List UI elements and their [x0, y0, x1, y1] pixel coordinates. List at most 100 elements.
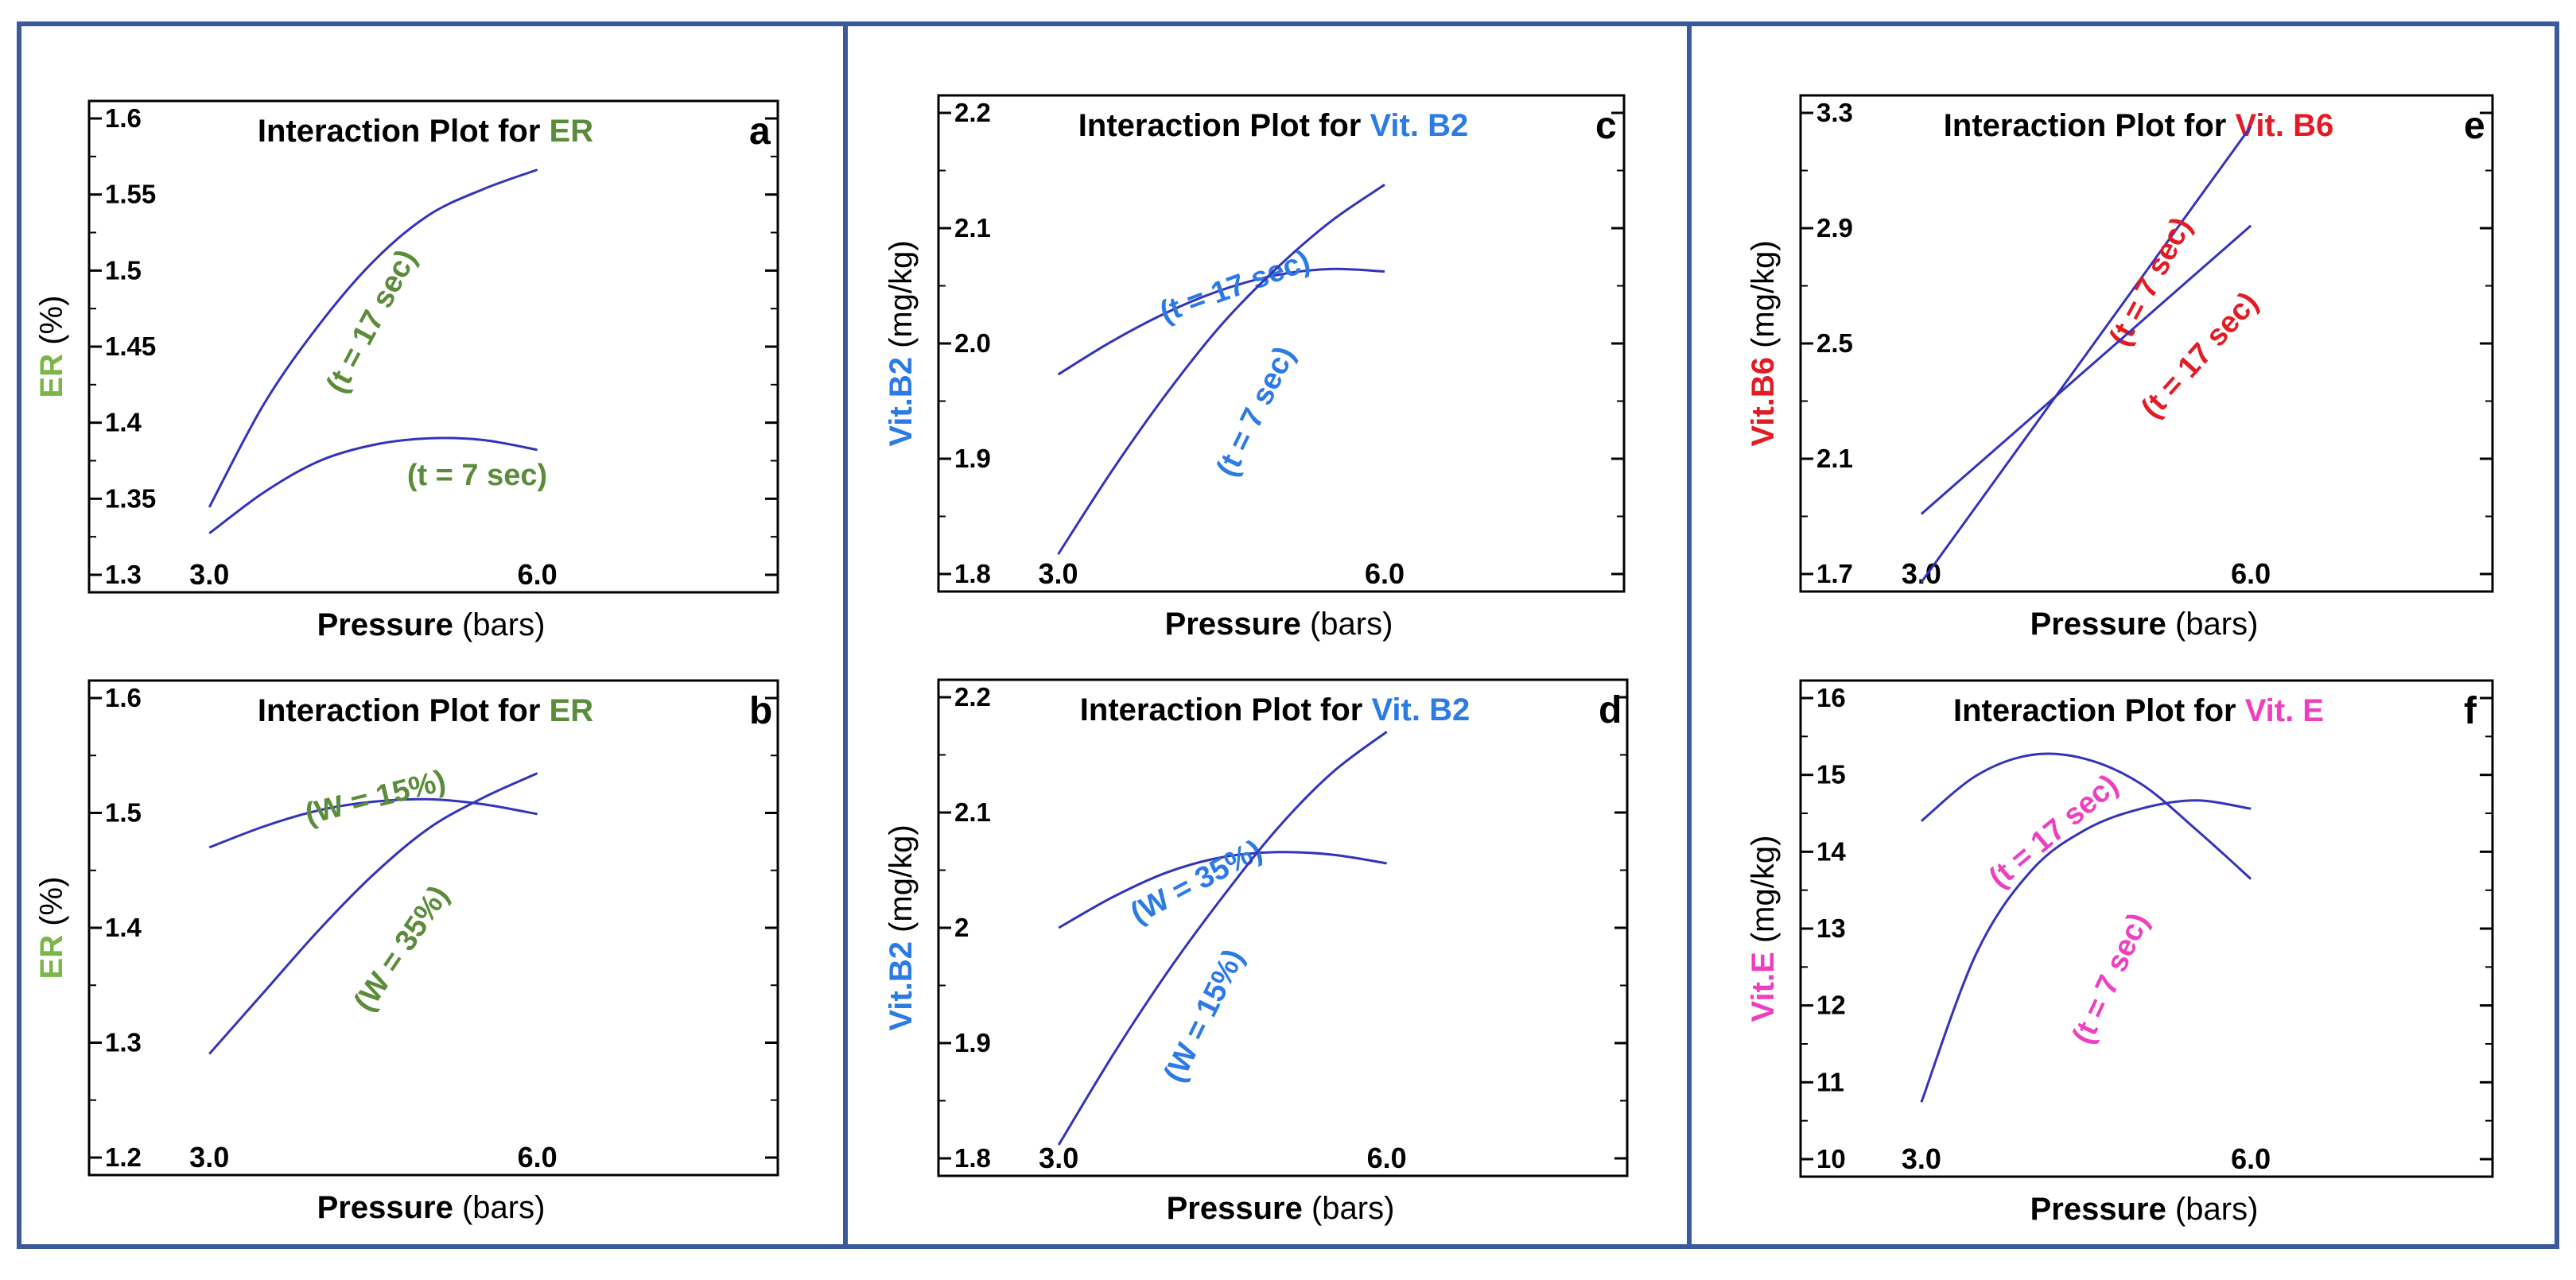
- x-axis-label-unit: (bars): [2166, 1192, 2259, 1227]
- y-axis-label: Vit.E (mg/kg): [1746, 836, 1781, 1022]
- panel-c: 2.2 2.1 2.0 1.9 1.8 3.0 6.0 Interaction Plot fo…: [884, 94, 1626, 642]
- y-tick-label: 2.9: [1816, 213, 1853, 242]
- x-axis-label-main: Pressure: [317, 607, 453, 642]
- series-line-e-0: [1920, 126, 2252, 584]
- y-tick-label: 1.8: [954, 1143, 991, 1173]
- panel-title: Interaction Plot for ER: [258, 114, 593, 149]
- panel-title-prefix: Interaction Plot for: [258, 693, 550, 728]
- x-axis-label: Pressure (bars): [317, 607, 546, 642]
- series-line-b-0: [208, 797, 538, 849]
- x-axis-label-unit: (bars): [453, 1190, 546, 1225]
- panel-a: 1.6 1.55 1.5 1.45 1.4 1.35 1.3 3.0 6.0 Interactio…: [34, 99, 779, 642]
- y-axis-label-main: ER: [34, 354, 69, 398]
- panel-title-prefix: Interaction Plot for: [1953, 693, 2245, 728]
- series-label: (W = 35%): [348, 880, 456, 1018]
- y-axis-label-unit: (mg/kg): [1746, 240, 1781, 357]
- series-line-d-1: [1057, 731, 1388, 1146]
- x-tick-label: 3.0: [189, 558, 229, 591]
- x-tick-label: 3.0: [1038, 557, 1078, 590]
- panel-letter: d: [1599, 689, 1622, 731]
- y-axis-label-main: ER: [34, 935, 69, 979]
- panel-b: 1.6 1.5 1.4 1.3 1.2 3.0 6.0 Interaction Plot fo…: [34, 679, 779, 1225]
- x-tick-label: 6.0: [1367, 1142, 1407, 1174]
- y-tick-label: 11: [1816, 1067, 1844, 1096]
- y-axis-label-unit: (mg/kg): [884, 824, 919, 941]
- x-tick-label: 6.0: [518, 1141, 558, 1173]
- panel-d: 2.2 2.1 2 1.9 1.8 3.0 6.0 Interaction Plot for …: [884, 678, 1629, 1226]
- x-tick-label: 3.0: [1039, 1142, 1078, 1174]
- x-axis-label-main: Pressure: [1165, 607, 1301, 642]
- y-tick-label: 2.2: [954, 98, 991, 127]
- y-axis-label-main: Vit.E: [1746, 952, 1781, 1022]
- y-tick-label: 1.4: [105, 913, 142, 942]
- panel-title-highlight: Vit. B2: [1371, 692, 1470, 727]
- x-axis-label: Pressure (bars): [1165, 607, 1393, 642]
- series-label: (t = 7 sec): [1210, 341, 1302, 482]
- y-tick-label: 3.3: [1816, 98, 1853, 127]
- x-tick-label: 6.0: [2231, 1142, 2271, 1175]
- y-tick-label: 2.5: [1816, 328, 1853, 358]
- y-tick-label: 2.1: [1816, 444, 1853, 473]
- panel-title: Interaction Plot for ER: [258, 693, 593, 728]
- y-tick-label: 14: [1816, 836, 1846, 866]
- series-label: (t = 17 sec): [1983, 768, 2124, 894]
- y-axis-label: ER (%): [34, 877, 69, 979]
- series-line-a-1: [208, 436, 538, 535]
- series-label: (t = 7 sec): [2066, 908, 2156, 1049]
- x-tick-label: 3.0: [1902, 1142, 1941, 1175]
- y-tick-label: 2.1: [954, 213, 991, 242]
- y-axis-label: Vit.B6 (mg/kg): [1746, 240, 1781, 446]
- x-tick-label: 6.0: [1365, 557, 1405, 590]
- y-axis-label: ER (%): [34, 296, 69, 398]
- y-tick-label: 1.9: [954, 444, 991, 473]
- panel-title: Interaction Plot for Vit. B2: [1078, 108, 1468, 143]
- panel-title-highlight: Vit. B2: [1370, 108, 1468, 143]
- panel-title-prefix: Interaction Plot for: [1080, 692, 1372, 727]
- panel-title: Interaction Plot for Vit. B6: [1944, 108, 2333, 143]
- panel-title-highlight: Vit. E: [2245, 693, 2324, 728]
- y-tick-label: 1.8: [954, 559, 991, 588]
- x-axis-label-unit: (bars): [1303, 1191, 1395, 1226]
- y-tick-label: 1.3: [105, 1028, 142, 1057]
- y-tick-label: 1.6: [105, 103, 142, 133]
- series-line-c-0: [1057, 267, 1385, 376]
- panel-title-highlight: ER: [550, 114, 594, 149]
- series-label: (t = 7 sec): [2103, 212, 2198, 351]
- x-axis-label-main: Pressure: [2030, 1192, 2166, 1227]
- y-tick-label: 1.5: [105, 798, 142, 828]
- panel-title: Interaction Plot for Vit. E: [1953, 693, 2324, 728]
- y-axis-label-unit: (%): [34, 877, 69, 935]
- series-label: (t = 7 sec): [407, 459, 547, 492]
- y-axis-label-unit: (mg/kg): [1746, 836, 1781, 952]
- x-axis-label-main: Pressure: [1167, 1191, 1303, 1226]
- y-axis-label-main: Vit.B2: [884, 941, 919, 1031]
- plot-area-frame: [937, 94, 1626, 593]
- y-axis-label-unit: (%): [34, 296, 69, 354]
- y-tick-label: 1.4: [105, 408, 142, 437]
- plot-area-frame: [1799, 94, 2494, 593]
- y-tick-label: 1.6: [105, 683, 142, 712]
- y-axis-label-main: Vit.B6: [1746, 357, 1781, 447]
- series-line-a-0: [208, 169, 538, 508]
- y-tick-label: 1.2: [105, 1142, 142, 1172]
- y-tick-label: 16: [1816, 683, 1846, 712]
- plot-area-frame: [937, 678, 1629, 1177]
- y-tick-label: 1.9: [954, 1028, 991, 1057]
- x-axis-label-unit: (bars): [1301, 607, 1393, 642]
- x-axis-label-main: Pressure: [317, 1190, 453, 1225]
- x-axis-label: Pressure (bars): [2030, 607, 2259, 642]
- y-tick-label: 1.55: [105, 180, 156, 209]
- y-axis-label: Vit.B2 (mg/kg): [884, 824, 919, 1030]
- panel-letter: e: [2464, 105, 2485, 147]
- panel-title-prefix: Interaction Plot for: [1944, 108, 2236, 143]
- panel-title-prefix: Interaction Plot for: [258, 114, 550, 149]
- figure-outer-frame: [17, 21, 2559, 1249]
- x-tick-label: 3.0: [189, 1141, 229, 1173]
- panel-title-highlight: ER: [550, 693, 594, 728]
- y-tick-label: 1.5: [105, 255, 142, 285]
- series-line-e-1: [1920, 224, 2252, 515]
- series-label: (t = 17 sec): [1156, 244, 1315, 329]
- series-label: (W = 15%): [301, 764, 449, 831]
